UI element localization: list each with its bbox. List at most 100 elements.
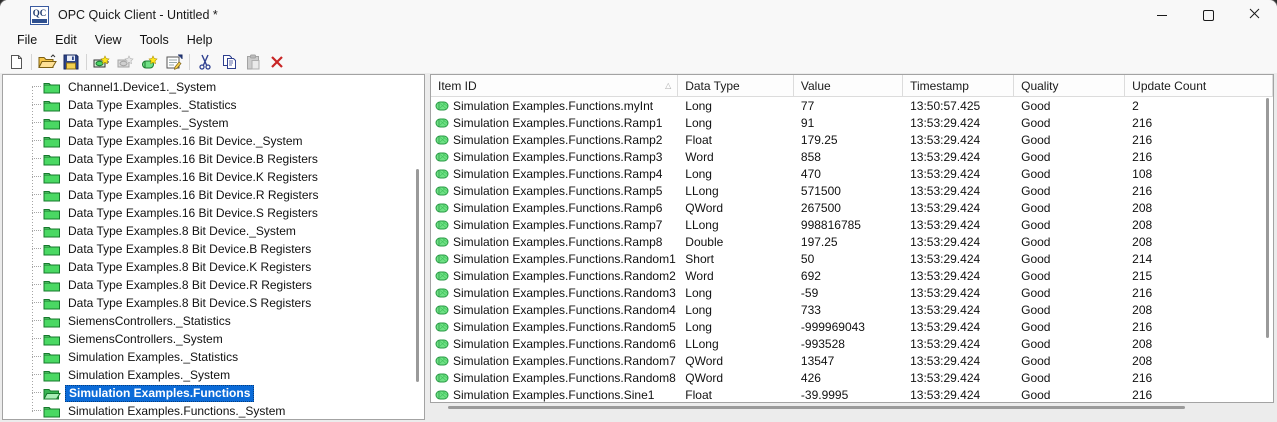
tag-icon (435, 237, 449, 247)
open-button[interactable] (35, 52, 59, 72)
table-row[interactable]: Simulation Examples.Functions.myInt Long 7… (431, 97, 1273, 114)
table-horizontal-scrollbar-thumb[interactable] (448, 406, 1185, 409)
cell-text: Simulation Examples.Functions.Ramp2 (453, 132, 663, 147)
menu-help[interactable]: Help (186, 33, 213, 47)
folder-icon (43, 260, 60, 274)
copy-button[interactable] (217, 52, 241, 72)
tree-item[interactable]: Data Type Examples.8 Bit Device.B Regist… (3, 240, 424, 258)
tree-item-label: Channel1.Device1._System (68, 79, 217, 94)
cell-data-type: QWord (678, 354, 794, 368)
table-row[interactable]: Simulation Examples.Functions.Random5 Lon… (431, 318, 1273, 335)
minimize-button[interactable] (1139, 0, 1185, 30)
table-row[interactable]: Simulation Examples.Functions.Random7 QWo… (431, 352, 1273, 369)
column-header-data-type[interactable]: Data Type (678, 75, 794, 96)
new-item-button[interactable] (138, 52, 162, 72)
new-file-button[interactable] (4, 52, 28, 72)
table-row[interactable]: Simulation Examples.Functions.Random8 QWo… (431, 369, 1273, 386)
tree-item[interactable]: Data Type Examples.16 Bit Device._System (3, 132, 424, 150)
table-row[interactable]: Simulation Examples.Functions.Sine1 Float… (431, 386, 1273, 402)
table-row[interactable]: Simulation Examples.Functions.Ramp3 Word 8… (431, 148, 1273, 165)
close-button[interactable] (1231, 0, 1277, 30)
cell-text: 13:53:29.424 (910, 234, 981, 249)
tree-connector (32, 302, 41, 304)
cell-update-count: 208 (1125, 201, 1273, 215)
tree-item[interactable]: Data Type Examples._Statistics (3, 96, 424, 114)
cell-text: Good (1021, 302, 1051, 317)
save-icon (63, 54, 79, 70)
menu-edit[interactable]: Edit (55, 33, 77, 47)
cell-text: Simulation Examples.Functions.Random7 (453, 353, 676, 368)
table-row[interactable]: Simulation Examples.Functions.Random2 Wor… (431, 267, 1273, 284)
cell-text: LLong (685, 336, 719, 351)
tree-item-label: Data Type Examples.16 Bit Device._System (68, 133, 303, 148)
tree-item[interactable]: SiemensControllers._Statistics (3, 312, 424, 330)
tree-item[interactable]: Data Type Examples.8 Bit Device._System (3, 222, 424, 240)
table-row[interactable]: Simulation Examples.Functions.Random1 Sho… (431, 250, 1273, 267)
delete-button[interactable] (265, 52, 289, 72)
tree-connector (32, 104, 41, 106)
cell-text: 13:53:29.424 (910, 285, 981, 300)
cell-update-count: 216 (1125, 150, 1273, 164)
cell-update-count: 208 (1125, 337, 1273, 351)
cell-text: 13:53:29.424 (910, 336, 981, 351)
cell-item-id: Simulation Examples.Functions.Ramp5 (431, 184, 678, 198)
table-row[interactable]: Simulation Examples.Functions.Ramp1 Long 9… (431, 114, 1273, 131)
cell-text: 208 (1132, 234, 1153, 249)
table-row[interactable]: Simulation Examples.Functions.Ramp4 Long 4… (431, 165, 1273, 182)
table-row[interactable]: Simulation Examples.Functions.Ramp6 QWord… (431, 199, 1273, 216)
cut-button[interactable] (193, 52, 217, 72)
tree-item[interactable]: Simulation Examples._System (3, 366, 424, 384)
maximize-button[interactable] (1185, 0, 1231, 30)
tree-item[interactable]: Simulation Examples._Statistics (3, 348, 424, 366)
tag-icon (435, 152, 449, 162)
cell-text: Long (685, 115, 712, 130)
tree-item[interactable]: SiemensControllers._System (3, 330, 424, 348)
properties-button[interactable] (162, 52, 186, 72)
column-header-value[interactable]: Value (794, 75, 904, 96)
menu-view[interactable]: View (94, 33, 122, 47)
cell-text: 13:53:29.424 (910, 132, 981, 147)
menu-tools[interactable]: Tools (139, 33, 169, 47)
tree-item[interactable]: Channel1.Device1._System (3, 78, 424, 96)
table-row[interactable]: Simulation Examples.Functions.Ramp2 Float… (431, 131, 1273, 148)
cell-quality: Good (1014, 337, 1125, 351)
new-server-connection-button[interactable] (90, 52, 114, 72)
tree-item[interactable]: Data Type Examples.8 Bit Device.K Regist… (3, 258, 424, 276)
tree-item[interactable]: Data Type Examples.16 Bit Device.R Regis… (3, 186, 424, 204)
menu-file[interactable]: File (17, 33, 38, 47)
column-header-item-id[interactable]: Item ID △ (431, 75, 679, 96)
cell-text: 733 (800, 302, 821, 317)
folder-icon (43, 152, 60, 166)
tree-item[interactable]: Data Type Examples.16 Bit Device.S Regis… (3, 204, 424, 222)
column-header-quality[interactable]: Quality (1014, 75, 1126, 96)
folder-icon (43, 98, 60, 112)
column-header-update-count[interactable]: Update Count (1125, 75, 1273, 96)
tree-item-label: Data Type Examples.16 Bit Device.B Regis… (68, 151, 318, 166)
cell-item-id: Simulation Examples.Functions.Ramp1 (431, 116, 678, 130)
tree-item[interactable]: Simulation Examples.Functions (3, 384, 424, 402)
open-icon (37, 54, 57, 69)
cell-data-type: Long (678, 320, 794, 334)
tree-item[interactable]: Data Type Examples.16 Bit Device.K Regis… (3, 168, 424, 186)
table-row[interactable]: Simulation Examples.Functions.Ramp8 Doubl… (431, 233, 1273, 250)
folder-icon (43, 134, 60, 148)
table-vertical-scrollbar-thumb[interactable] (1266, 98, 1269, 338)
cell-text: 13:53:29.424 (910, 268, 981, 283)
tree-item[interactable]: Data Type Examples.8 Bit Device.S Regist… (3, 294, 424, 312)
table-row[interactable]: Simulation Examples.Functions.Ramp7 LLong… (431, 216, 1273, 233)
tag-icon (435, 186, 449, 196)
tree-item[interactable]: Data Type Examples.8 Bit Device.R Regist… (3, 276, 424, 294)
tree-item[interactable]: Data Type Examples.16 Bit Device.B Regis… (3, 150, 424, 168)
tree-item[interactable]: Data Type Examples._System (3, 114, 424, 132)
tree-scrollbar-thumb[interactable] (416, 169, 419, 382)
tree-item-label: Data Type Examples.8 Bit Device._System (68, 223, 296, 238)
table-row[interactable]: Simulation Examples.Functions.Random3 Lon… (431, 284, 1273, 301)
column-header-timestamp[interactable]: Timestamp (903, 75, 1015, 96)
tree-item[interactable]: Simulation Examples.Functions._System (3, 402, 424, 419)
table-row[interactable]: Simulation Examples.Functions.Random6 LLo… (431, 335, 1273, 352)
table-row[interactable]: Simulation Examples.Functions.Ramp5 LLong… (431, 182, 1273, 199)
table-row[interactable]: Simulation Examples.Functions.Random4 Lon… (431, 301, 1273, 318)
folder-icon (43, 350, 60, 364)
tree: Channel1.Device1._System Data Type Exampl… (3, 78, 424, 419)
save-button[interactable] (59, 52, 83, 72)
